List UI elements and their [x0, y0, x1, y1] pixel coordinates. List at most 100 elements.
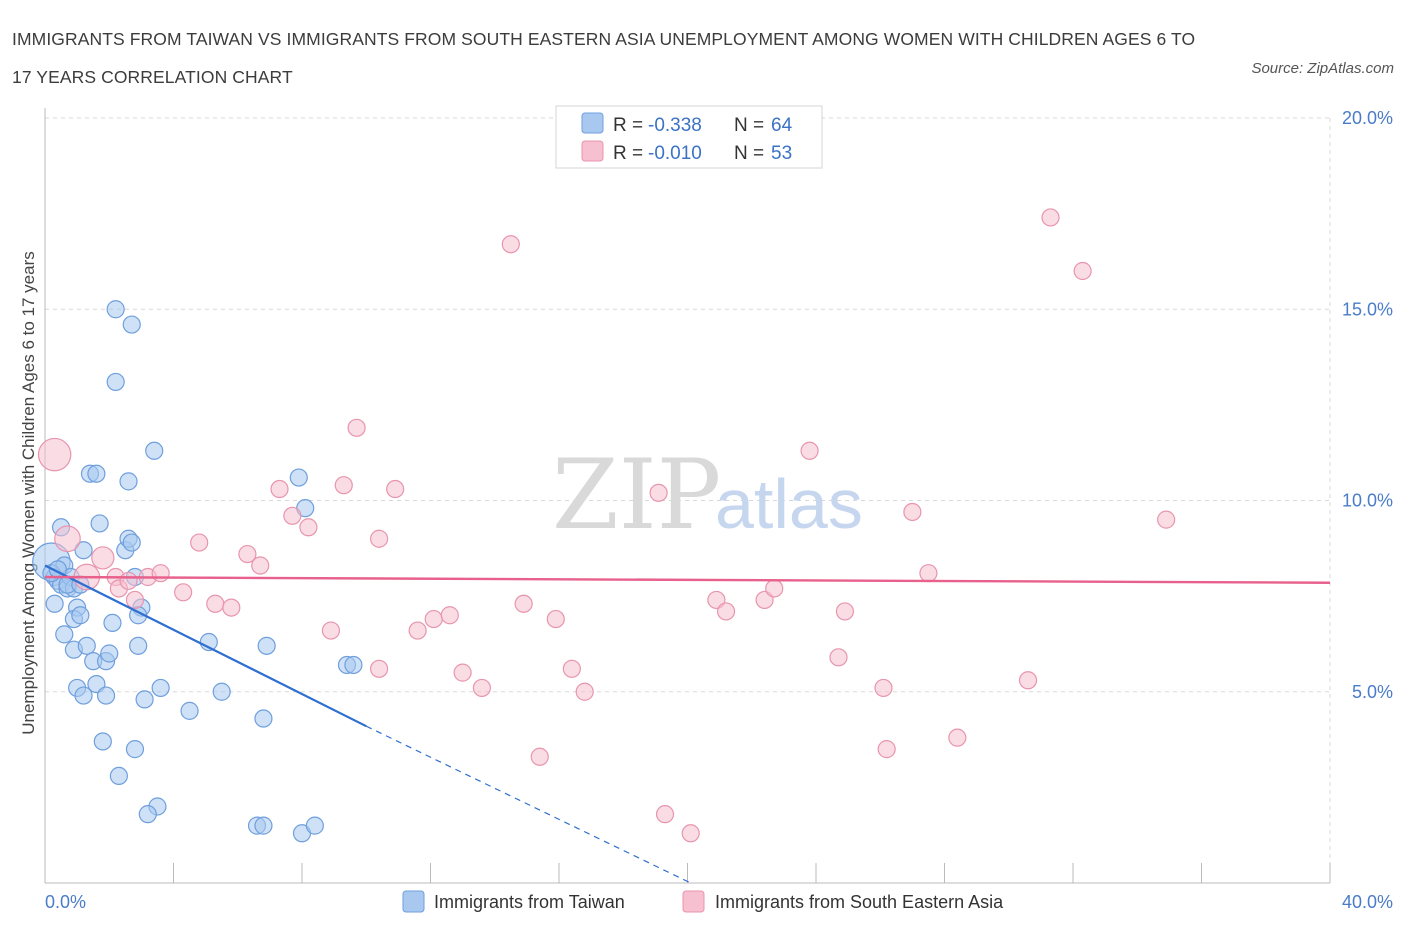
- series-legend-label-taiwan: Immigrants from Taiwan: [434, 892, 625, 912]
- trend-lines: [44, 564, 1331, 884]
- stats-legend: R = -0.338 N = 64 R = -0.010 N = 53: [555, 105, 823, 169]
- sea-point-46: [874, 678, 893, 698]
- taiwan-point-24: [103, 613, 122, 633]
- sea-point-12: [206, 594, 225, 613]
- sea-point-1: [54, 525, 81, 553]
- x-tick-label-max: 40.0%: [1342, 892, 1393, 912]
- taiwan-point-10: [74, 541, 93, 560]
- sea-point-9: [151, 564, 170, 583]
- legend-n-label-sea: N =: [734, 143, 764, 164]
- taiwan-point-38: [145, 441, 164, 460]
- source-label: Source: ZipAtlas.com: [1251, 60, 1394, 77]
- taiwan-point-33: [151, 678, 170, 698]
- sea-point-33: [546, 609, 565, 629]
- sea-point-6: [119, 571, 138, 590]
- taiwan-point-51: [257, 636, 276, 655]
- taiwan-point-12: [55, 625, 74, 644]
- taiwan-point-50: [254, 709, 273, 728]
- taiwan-point-55: [344, 655, 363, 675]
- sea-point-45: [835, 602, 855, 621]
- legend-r-value-taiwan: -0.338: [648, 115, 702, 136]
- x-tick-label-min: 0.0%: [45, 892, 86, 912]
- legend-swatch-taiwan: [581, 112, 604, 134]
- sea-point-54: [1157, 510, 1176, 529]
- sea-point-14: [238, 544, 257, 564]
- series-legend-swatch-sea: [682, 890, 705, 913]
- sea-point-25: [408, 621, 427, 640]
- sea-point-7: [125, 590, 145, 610]
- sea-point-44: [829, 648, 848, 667]
- legend-swatch-sea: [581, 140, 604, 162]
- sea-point-19: [321, 621, 341, 640]
- sea-point-18: [299, 518, 318, 537]
- y-tick-label-1: 10.0%: [1342, 491, 1393, 511]
- sea-point-37: [655, 805, 675, 824]
- taiwan-point-34: [135, 690, 154, 709]
- chart-title: IMMIGRANTS FROM TAIWAN VS IMMIGRANTS FRO…: [12, 29, 1196, 87]
- taiwan-trend-line: [44, 564, 367, 728]
- taiwan-point-27: [90, 514, 109, 533]
- y-tick-label-0: 5.0%: [1352, 682, 1393, 702]
- taiwan-point-49: [212, 682, 231, 701]
- taiwan-point-28: [122, 533, 141, 552]
- sea-point-38: [681, 824, 700, 843]
- taiwan-point-16: [77, 636, 96, 655]
- sea-point-26: [424, 609, 443, 629]
- y-tick-labels: 5.0% 10.0% 15.0% 20.0%: [1342, 108, 1393, 702]
- sea-point-15: [251, 556, 270, 575]
- axes: [44, 108, 1331, 884]
- sea-point-51: [1018, 671, 1038, 690]
- sea-point-32: [530, 747, 549, 766]
- taiwan-point-22: [74, 686, 93, 705]
- legend-r-value-sea: -0.010: [648, 143, 702, 164]
- sea-point-43: [800, 441, 819, 460]
- sea-point-22: [370, 659, 389, 678]
- sea-point-13: [222, 598, 241, 617]
- sea-point-17: [283, 506, 302, 525]
- taiwan-point-43: [125, 740, 145, 759]
- y-tick-label-2: 15.0%: [1342, 299, 1393, 319]
- sea-point-34: [562, 659, 581, 678]
- legend-r-label-taiwan: R =: [613, 115, 643, 136]
- sea-point-21: [347, 418, 366, 437]
- sea-point-28: [453, 663, 472, 682]
- legend-r-label-sea: R =: [613, 143, 643, 164]
- sea-point-53: [1073, 261, 1092, 281]
- x-tick-labels: 0.0% 40.0%: [45, 892, 1393, 912]
- sea-point-29: [472, 678, 491, 698]
- sea-point-24: [386, 479, 405, 499]
- taiwan-point-57: [254, 816, 273, 835]
- taiwan-point-7: [45, 594, 64, 613]
- legend-n-value-sea: 53: [771, 143, 792, 164]
- series-legend-swatch-taiwan: [402, 890, 425, 913]
- watermark-atlas: atlas: [715, 465, 863, 543]
- taiwan-point-42: [93, 732, 112, 751]
- taiwan-point-59: [305, 816, 324, 835]
- sea-point-20: [334, 476, 353, 495]
- watermark-zip: ZIP: [552, 439, 721, 551]
- sea-point-35: [575, 682, 594, 701]
- taiwan-point-32: [129, 636, 148, 655]
- taiwan-point-19: [100, 644, 119, 663]
- taiwan-point-41: [119, 472, 138, 491]
- series-legend-label-sea: Immigrants from South Eastern Asia: [715, 892, 1004, 912]
- sea-point-31: [514, 594, 533, 613]
- taiwan-point-47: [180, 701, 199, 720]
- y-axis-title: Unemployment Among Women with Children A…: [19, 251, 38, 735]
- sea-point-42: [765, 579, 784, 598]
- sea-point-0: [37, 437, 72, 472]
- sea-point-11: [190, 533, 209, 552]
- sea-point-27: [440, 606, 459, 625]
- sea-point-52: [1041, 208, 1060, 227]
- sea-point-30: [501, 235, 520, 254]
- y-tick-label-3: 20.0%: [1342, 108, 1393, 128]
- taiwan-point-14: [71, 606, 90, 625]
- watermark: ZIP atlas: [552, 439, 863, 551]
- sea-point-40: [716, 602, 736, 621]
- taiwan-point-52: [289, 468, 308, 487]
- sea-point-3: [91, 546, 115, 570]
- sea-point-48: [903, 502, 922, 522]
- taiwan-point-40: [87, 464, 106, 483]
- legend-n-label-taiwan: N =: [734, 115, 764, 136]
